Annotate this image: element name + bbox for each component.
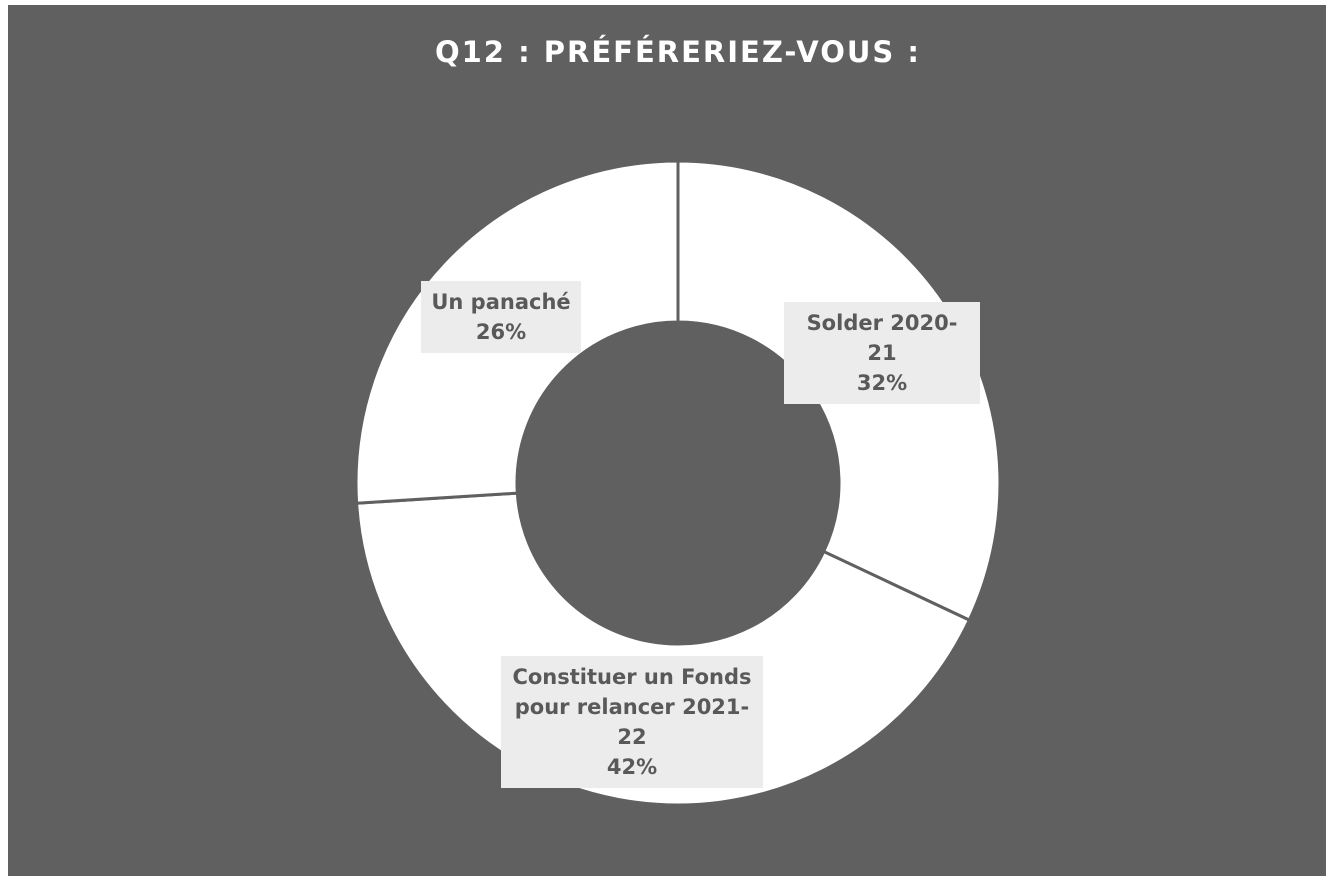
value-label: 26%: [475, 320, 527, 344]
data-label: Solder 2020-21 32%: [784, 302, 980, 404]
chart-title: Q12 : PRÉFÉRERIEZ-VOUS :: [435, 35, 921, 69]
value-label: 32%: [856, 371, 908, 395]
data-label: Un panaché 26%: [421, 281, 581, 353]
category-label: Constituer un Fonds pour relancer 2021-2…: [512, 665, 752, 749]
data-label: Constituer un Fonds pour relancer 2021-2…: [501, 656, 763, 788]
value-label: 42%: [606, 755, 658, 779]
category-label: Un panaché: [431, 290, 571, 314]
category-label: Solder 2020-21: [806, 311, 958, 365]
